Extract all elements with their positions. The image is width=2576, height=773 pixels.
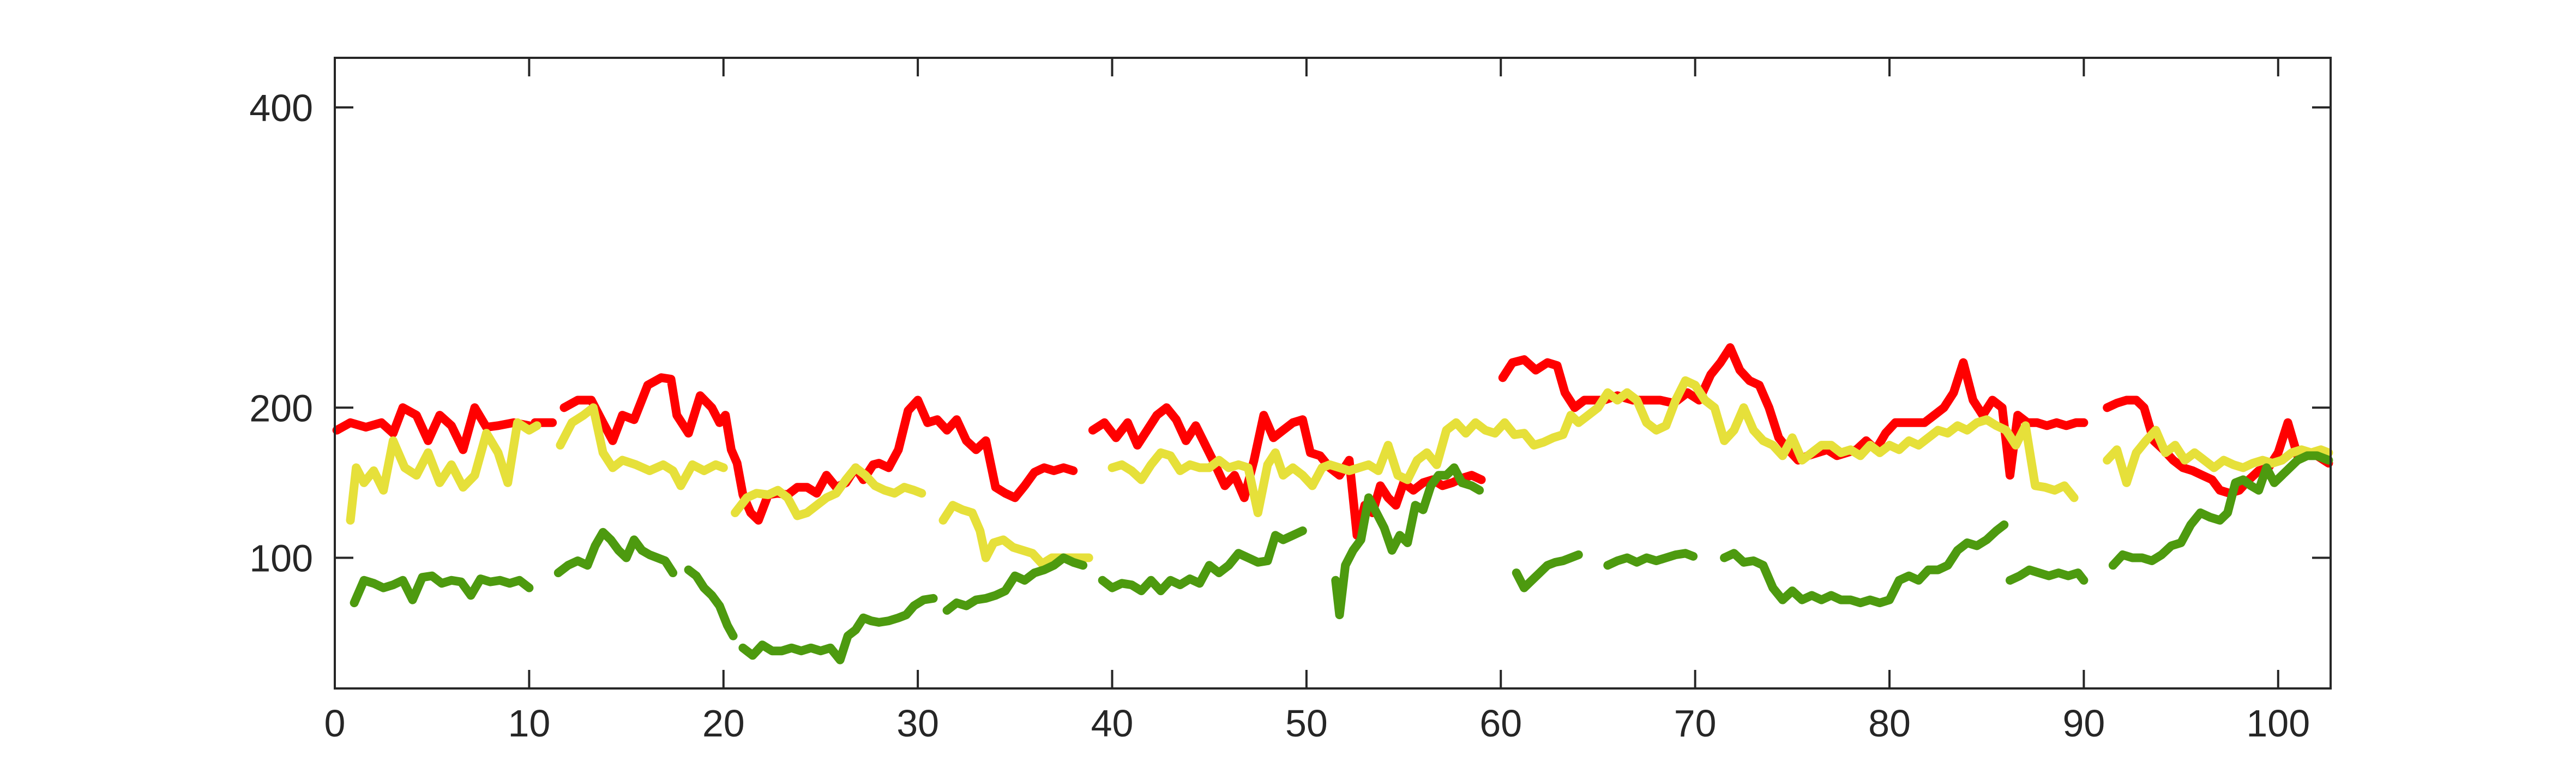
series-1-segment-6 <box>2103 396 2333 498</box>
series-2-segment-1 <box>346 418 541 525</box>
x-tick-label: 0 <box>324 702 346 745</box>
y-tick-label: 200 <box>249 387 313 429</box>
series-2-segment-2 <box>556 403 728 490</box>
x-tick-label: 50 <box>1285 702 1328 745</box>
series-3-segment-9 <box>1603 549 1698 570</box>
y-tick-label: 100 <box>249 537 313 580</box>
series-1-segment-1 <box>332 403 534 454</box>
y-tick-label: 400 <box>249 87 313 129</box>
series-3-segment-11 <box>2006 565 2089 585</box>
series-3-segment-6 <box>1098 526 1307 596</box>
series-3-segment-8 <box>1512 550 1583 592</box>
x-tick-label: 90 <box>2062 702 2105 745</box>
series-3-segment-10 <box>1720 520 2009 608</box>
series-3 <box>350 451 2333 664</box>
series-2-segment-6 <box>2103 426 2333 487</box>
axes-layer: 0 10 20 30 40 50 60 70 80 90 100 100 200 400 <box>249 58 2331 745</box>
series-2-segment-3 <box>731 463 926 520</box>
series-2 <box>346 376 2333 568</box>
x-tick-label: 10 <box>508 702 550 745</box>
x-tick-label: 30 <box>896 702 939 745</box>
series-2-segment-5 <box>1108 376 2079 517</box>
x-tick-label: 80 <box>1868 702 1911 745</box>
series-3-segment-1 <box>350 571 534 608</box>
x-tick-label: 60 <box>1479 702 1522 745</box>
x-tick-label: 100 <box>2246 702 2310 745</box>
x-tick-label: 40 <box>1091 702 1134 745</box>
series-3-segment-5 <box>942 553 1088 615</box>
x-tick-label: 20 <box>702 702 745 745</box>
series-3-segment-2 <box>553 528 678 578</box>
series-3-segment-3 <box>684 565 738 640</box>
series-layer <box>332 343 2333 664</box>
series-1-segment-3 <box>559 373 1078 525</box>
series-3-segment-12 <box>2108 451 2333 570</box>
series-3-segment-7 <box>1331 463 1484 620</box>
x-tick-label: 70 <box>1674 702 1717 745</box>
plot-area-box <box>334 57 2332 690</box>
series-1-segment-4 <box>1088 403 1486 540</box>
series-3-segment-4 <box>738 594 938 664</box>
